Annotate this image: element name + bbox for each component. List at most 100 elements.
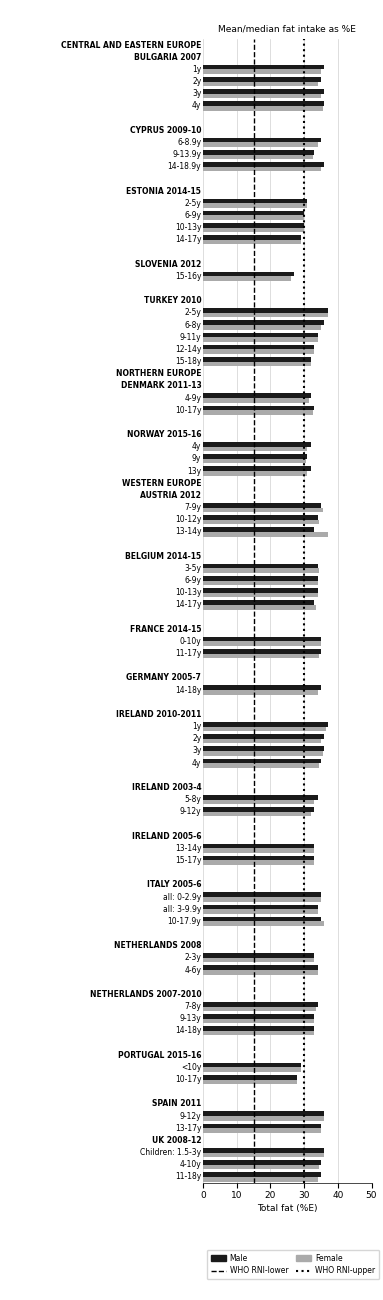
Bar xyxy=(203,467,311,471)
Bar xyxy=(203,844,314,849)
Bar xyxy=(203,442,311,447)
Text: 15-18y: 15-18y xyxy=(175,358,201,367)
Text: 3y: 3y xyxy=(192,746,201,755)
Bar xyxy=(203,105,322,110)
Bar xyxy=(203,654,319,658)
Bar xyxy=(203,333,318,337)
Bar xyxy=(203,216,304,220)
Bar xyxy=(203,69,321,74)
Bar xyxy=(203,272,294,277)
Bar xyxy=(203,459,306,464)
Text: 1y: 1y xyxy=(192,722,201,731)
Text: 9-13y: 9-13y xyxy=(180,1014,201,1023)
Text: ITALY 2005-6: ITALY 2005-6 xyxy=(147,880,201,889)
Bar xyxy=(203,277,291,281)
Text: 15-16y: 15-16y xyxy=(175,272,201,281)
Bar xyxy=(203,199,308,203)
Text: 9-12y: 9-12y xyxy=(180,1112,201,1121)
Bar xyxy=(203,361,311,367)
Bar xyxy=(203,855,314,861)
Text: 10-13y: 10-13y xyxy=(175,224,201,233)
Bar xyxy=(203,77,321,82)
Bar xyxy=(203,90,324,94)
Bar xyxy=(203,1153,324,1157)
Bar xyxy=(203,162,324,166)
Bar xyxy=(203,796,318,800)
Bar xyxy=(203,65,324,69)
Bar xyxy=(203,358,311,361)
Bar xyxy=(203,641,321,646)
Text: PORTUGAL 2015-16: PORTUGAL 2015-16 xyxy=(118,1050,201,1060)
Bar xyxy=(203,235,301,239)
Text: Children: 1.5-3y: Children: 1.5-3y xyxy=(140,1148,201,1157)
Bar xyxy=(203,1123,321,1128)
Text: TURKEY 2010: TURKEY 2010 xyxy=(144,296,201,306)
Text: ESTONIA 2014-15: ESTONIA 2014-15 xyxy=(126,187,201,195)
Text: 14-18y: 14-18y xyxy=(175,1027,201,1035)
Bar xyxy=(203,758,321,763)
Bar xyxy=(203,150,314,155)
Bar xyxy=(203,82,318,86)
Bar xyxy=(203,637,321,641)
Text: 10-13y: 10-13y xyxy=(175,588,201,597)
Text: 6-9y: 6-9y xyxy=(184,576,201,585)
Text: 2y: 2y xyxy=(192,734,201,744)
Bar xyxy=(203,101,324,105)
Bar xyxy=(203,1006,316,1011)
Bar xyxy=(203,515,318,520)
Legend: Male, WHO RNI-lower, Female, WHO RNI-upper: Male, WHO RNI-lower, Female, WHO RNI-upp… xyxy=(207,1249,379,1279)
Text: 3-5y: 3-5y xyxy=(184,564,201,573)
Bar xyxy=(203,966,318,970)
Text: 3y: 3y xyxy=(192,90,201,99)
Text: FRANCE 2014-15: FRANCE 2014-15 xyxy=(130,625,201,634)
Bar xyxy=(203,532,328,537)
Bar xyxy=(203,727,326,731)
Text: 10-17y: 10-17y xyxy=(175,1075,201,1084)
Bar xyxy=(203,325,321,330)
Bar xyxy=(203,970,318,975)
Text: 9-12y: 9-12y xyxy=(180,807,201,816)
Bar xyxy=(203,576,318,581)
Text: 13-14y: 13-14y xyxy=(175,528,201,537)
Bar xyxy=(203,581,318,585)
Text: BELGIUM 2014-15: BELGIUM 2014-15 xyxy=(125,551,201,560)
Bar xyxy=(203,203,308,208)
Bar xyxy=(203,564,318,568)
Text: SLOVENIA 2012: SLOVENIA 2012 xyxy=(135,260,201,269)
Text: 6-8y: 6-8y xyxy=(185,321,201,329)
Bar xyxy=(203,905,318,909)
Text: 14-17y: 14-17y xyxy=(175,235,201,244)
Bar xyxy=(203,1075,297,1079)
Text: 12-14y: 12-14y xyxy=(175,344,201,354)
Text: 6-9y: 6-9y xyxy=(184,211,201,220)
Bar xyxy=(203,350,314,354)
Text: 2y: 2y xyxy=(192,77,201,86)
Bar xyxy=(203,1063,301,1067)
Text: AUSTRIA 2012: AUSTRIA 2012 xyxy=(141,491,201,500)
Bar xyxy=(203,604,316,610)
Bar xyxy=(203,138,321,143)
Bar xyxy=(203,958,314,962)
Bar xyxy=(203,1067,301,1072)
Text: 10-17.9y: 10-17.9y xyxy=(167,916,201,926)
Text: 4y: 4y xyxy=(192,759,201,767)
Bar xyxy=(203,807,314,811)
Bar xyxy=(203,649,321,654)
Text: 7-9y: 7-9y xyxy=(184,503,201,512)
Bar xyxy=(203,849,314,853)
Text: NETHERLANDS 2008: NETHERLANDS 2008 xyxy=(114,941,201,950)
Text: CENTRAL AND EASTERN EUROPE: CENTRAL AND EASTERN EUROPE xyxy=(61,40,201,49)
Text: <10y: <10y xyxy=(181,1063,201,1072)
Bar xyxy=(203,528,314,532)
Bar xyxy=(203,690,318,694)
Bar xyxy=(203,239,301,244)
Bar xyxy=(203,916,321,922)
Bar xyxy=(203,568,319,573)
Bar xyxy=(203,861,314,864)
Bar xyxy=(203,685,321,690)
Bar xyxy=(203,394,311,398)
Bar xyxy=(203,1019,314,1023)
Text: CYPRUS 2009-10: CYPRUS 2009-10 xyxy=(130,126,201,135)
Bar xyxy=(203,909,318,914)
Text: 2-3y: 2-3y xyxy=(185,953,201,962)
